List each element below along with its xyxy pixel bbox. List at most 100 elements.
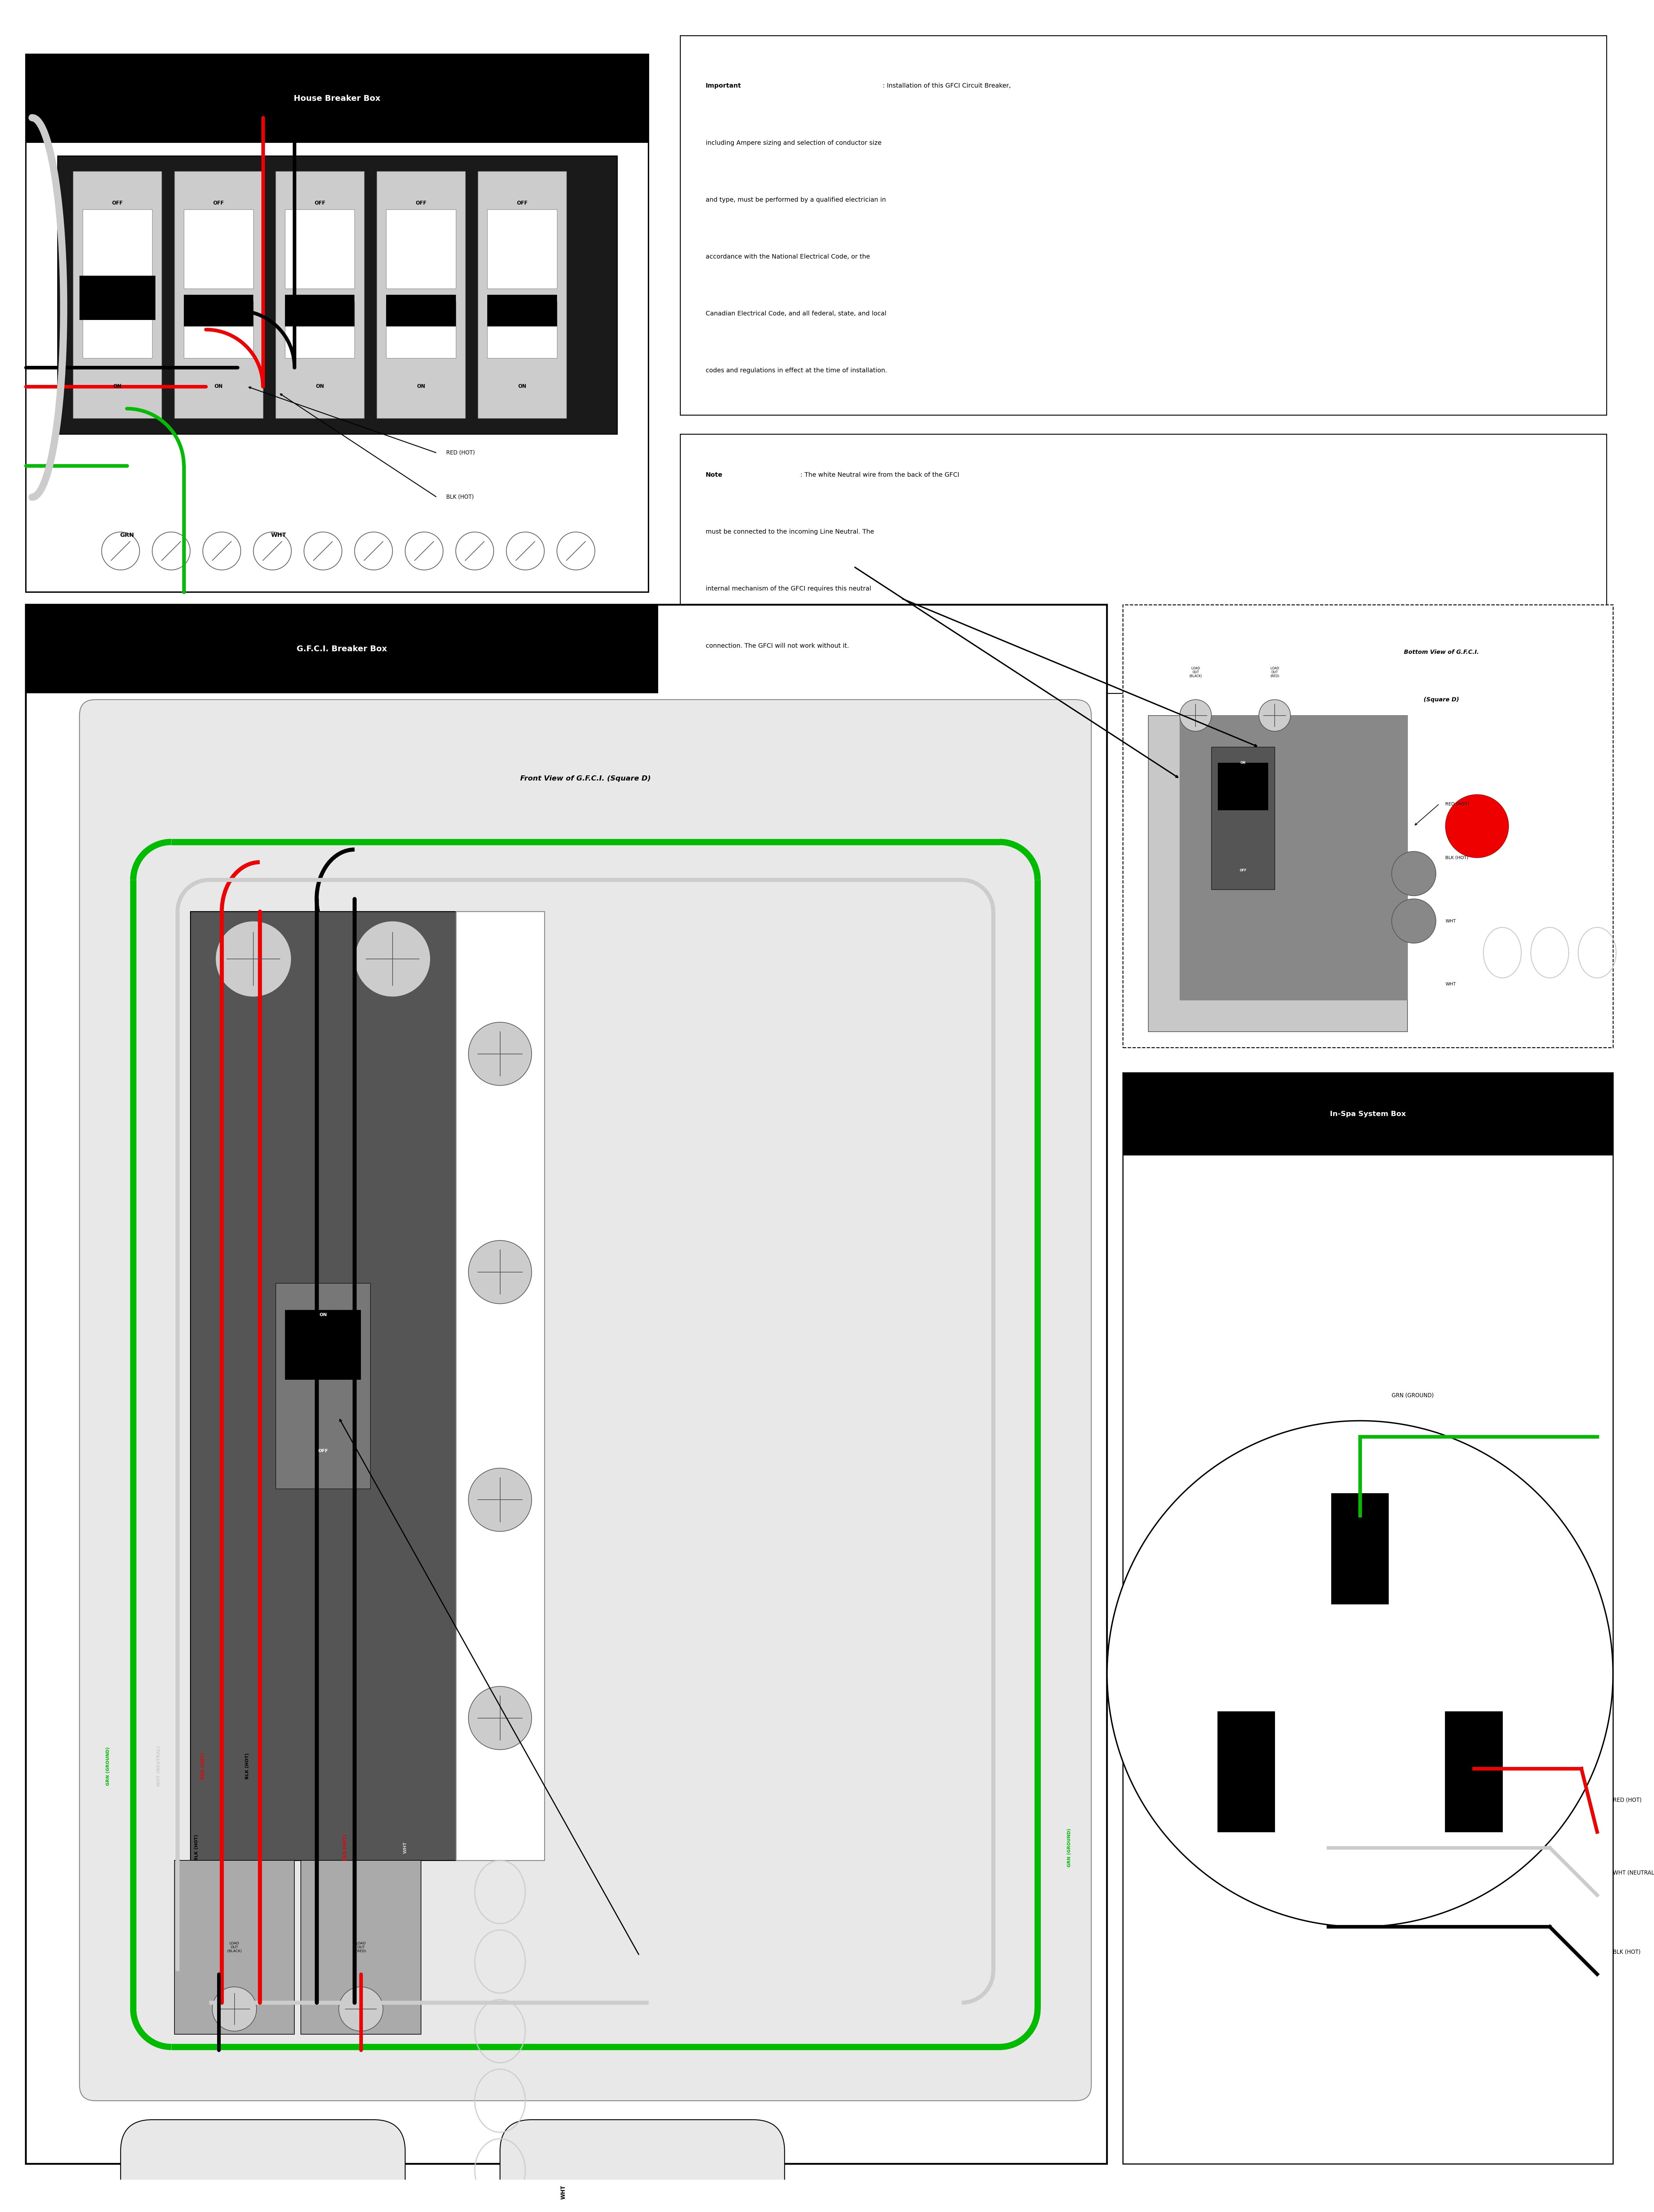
- Circle shape: [152, 533, 190, 571]
- Text: GRN (GROUND): GRN (GROUND): [1391, 1394, 1434, 1398]
- Bar: [276, 173, 364, 418]
- Bar: [385, 301, 457, 358]
- Circle shape: [1391, 898, 1436, 942]
- Bar: [1123, 604, 1613, 1048]
- Text: ON: ON: [319, 1312, 327, 1316]
- FancyBboxPatch shape: [538, 2124, 779, 2212]
- Bar: [385, 210, 457, 288]
- Bar: [488, 301, 557, 358]
- Circle shape: [1259, 699, 1290, 732]
- Circle shape: [1391, 852, 1436, 896]
- Text: codes and regulations in effect at the time of installation.: codes and regulations in effect at the t…: [706, 367, 887, 374]
- Text: Canadian Electrical Code, and all federal, state, and local: Canadian Electrical Code, and all federa…: [706, 310, 887, 316]
- Text: : The white Neutral wire from the back of the GFCI: : The white Neutral wire from the back o…: [801, 471, 959, 478]
- Bar: [680, 35, 1606, 416]
- Bar: [58, 155, 617, 434]
- Text: LOAD
OUT
(RED): LOAD OUT (RED): [1270, 666, 1279, 677]
- Bar: [79, 276, 155, 321]
- Text: OFF: OFF: [318, 1449, 327, 1453]
- Circle shape: [468, 1686, 531, 1750]
- Circle shape: [304, 533, 342, 571]
- Circle shape: [354, 533, 392, 571]
- Bar: [488, 210, 557, 288]
- Circle shape: [339, 1986, 384, 2031]
- Text: RED (HOT): RED (HOT): [1446, 801, 1469, 805]
- Circle shape: [405, 533, 443, 571]
- Text: Note: Note: [706, 471, 723, 478]
- Text: ON: ON: [1240, 761, 1245, 765]
- Text: G.F.C.I. Breaker Box: G.F.C.I. Breaker Box: [296, 646, 387, 653]
- Text: Front View of G.F.C.I. (Square D): Front View of G.F.C.I. (Square D): [519, 776, 650, 781]
- Text: LOAD
OUT
(BLACK): LOAD OUT (BLACK): [227, 1942, 241, 1953]
- Bar: [26, 604, 658, 692]
- FancyBboxPatch shape: [159, 2124, 399, 2212]
- Bar: [680, 434, 1606, 692]
- Text: OFF: OFF: [314, 201, 326, 206]
- Text: OFF: OFF: [213, 201, 223, 206]
- Text: OFF: OFF: [112, 201, 122, 206]
- Bar: [174, 1860, 294, 2035]
- Bar: [377, 173, 465, 418]
- Circle shape: [1179, 699, 1211, 732]
- Text: OFF: OFF: [415, 201, 427, 206]
- Text: including Ampere sizing and selection of conductor size: including Ampere sizing and selection of…: [706, 139, 882, 146]
- Text: WHT (NEUTRAL): WHT (NEUTRAL): [1613, 1869, 1654, 1876]
- FancyBboxPatch shape: [121, 2119, 405, 2212]
- Bar: [73, 173, 162, 418]
- Text: ON: ON: [417, 385, 425, 389]
- Text: ON: ON: [518, 385, 526, 389]
- Circle shape: [468, 1022, 531, 1086]
- Text: RED (HOT): RED (HOT): [447, 449, 475, 456]
- Text: RED (HOT): RED (HOT): [200, 1752, 205, 1781]
- Circle shape: [1107, 1420, 1613, 1927]
- Bar: [385, 294, 457, 327]
- Bar: [284, 301, 354, 358]
- Circle shape: [557, 533, 595, 571]
- Bar: [184, 210, 253, 288]
- Bar: [284, 210, 354, 288]
- Text: WHT: WHT: [404, 1843, 407, 1854]
- Text: RED (HOT): RED (HOT): [342, 1834, 347, 1860]
- Text: (Square D): (Square D): [1424, 697, 1459, 703]
- Text: WHT: WHT: [1446, 918, 1456, 922]
- Text: BLK (HOT): BLK (HOT): [447, 493, 473, 500]
- Bar: [83, 301, 152, 358]
- Text: LOAD
OUT
(RED): LOAD OUT (RED): [356, 1942, 366, 1953]
- Text: RED (HOT): RED (HOT): [1613, 1798, 1642, 1803]
- Circle shape: [212, 1986, 256, 2031]
- Text: OFF: OFF: [516, 201, 528, 206]
- Circle shape: [457, 533, 493, 571]
- Bar: [190, 911, 457, 1860]
- Bar: [284, 294, 354, 327]
- Text: Important: Important: [706, 82, 741, 88]
- Text: GRN (GROUND): GRN (GROUND): [1067, 1829, 1072, 1867]
- Text: WHT: WHT: [1446, 982, 1456, 987]
- Bar: [26, 604, 1107, 2163]
- Bar: [1179, 714, 1408, 1000]
- Bar: [1217, 1712, 1275, 1832]
- Text: GRN: GRN: [119, 533, 134, 538]
- Circle shape: [468, 1241, 531, 1303]
- FancyBboxPatch shape: [500, 2119, 784, 2212]
- Text: and type, must be performed by a qualified electrician in: and type, must be performed by a qualifi…: [706, 197, 887, 204]
- Bar: [26, 55, 648, 144]
- Bar: [488, 294, 557, 327]
- Text: must be connected to the incoming Line Neutral. The: must be connected to the incoming Line N…: [706, 529, 873, 535]
- Text: accordance with the National Electrical Code, or the: accordance with the National Electrical …: [706, 254, 870, 259]
- Text: BLK (HOT): BLK (HOT): [245, 1754, 250, 1778]
- Bar: [1331, 1493, 1388, 1604]
- Circle shape: [253, 533, 291, 571]
- Text: WHT (NEUTRAL): WHT (NEUTRAL): [155, 1745, 160, 1787]
- Bar: [1123, 1073, 1613, 1155]
- Circle shape: [215, 920, 291, 998]
- FancyBboxPatch shape: [79, 699, 1092, 2101]
- Bar: [184, 294, 253, 327]
- Text: GRN (GROUND): GRN (GROUND): [106, 1747, 111, 1785]
- Text: ON: ON: [215, 385, 223, 389]
- Text: Bottom View of G.F.C.I.: Bottom View of G.F.C.I.: [1404, 650, 1479, 655]
- Bar: [276, 1283, 370, 1489]
- Bar: [1446, 1712, 1502, 1832]
- Bar: [174, 173, 263, 418]
- Circle shape: [203, 533, 241, 571]
- Text: In-Spa System Box: In-Spa System Box: [1330, 1110, 1406, 1117]
